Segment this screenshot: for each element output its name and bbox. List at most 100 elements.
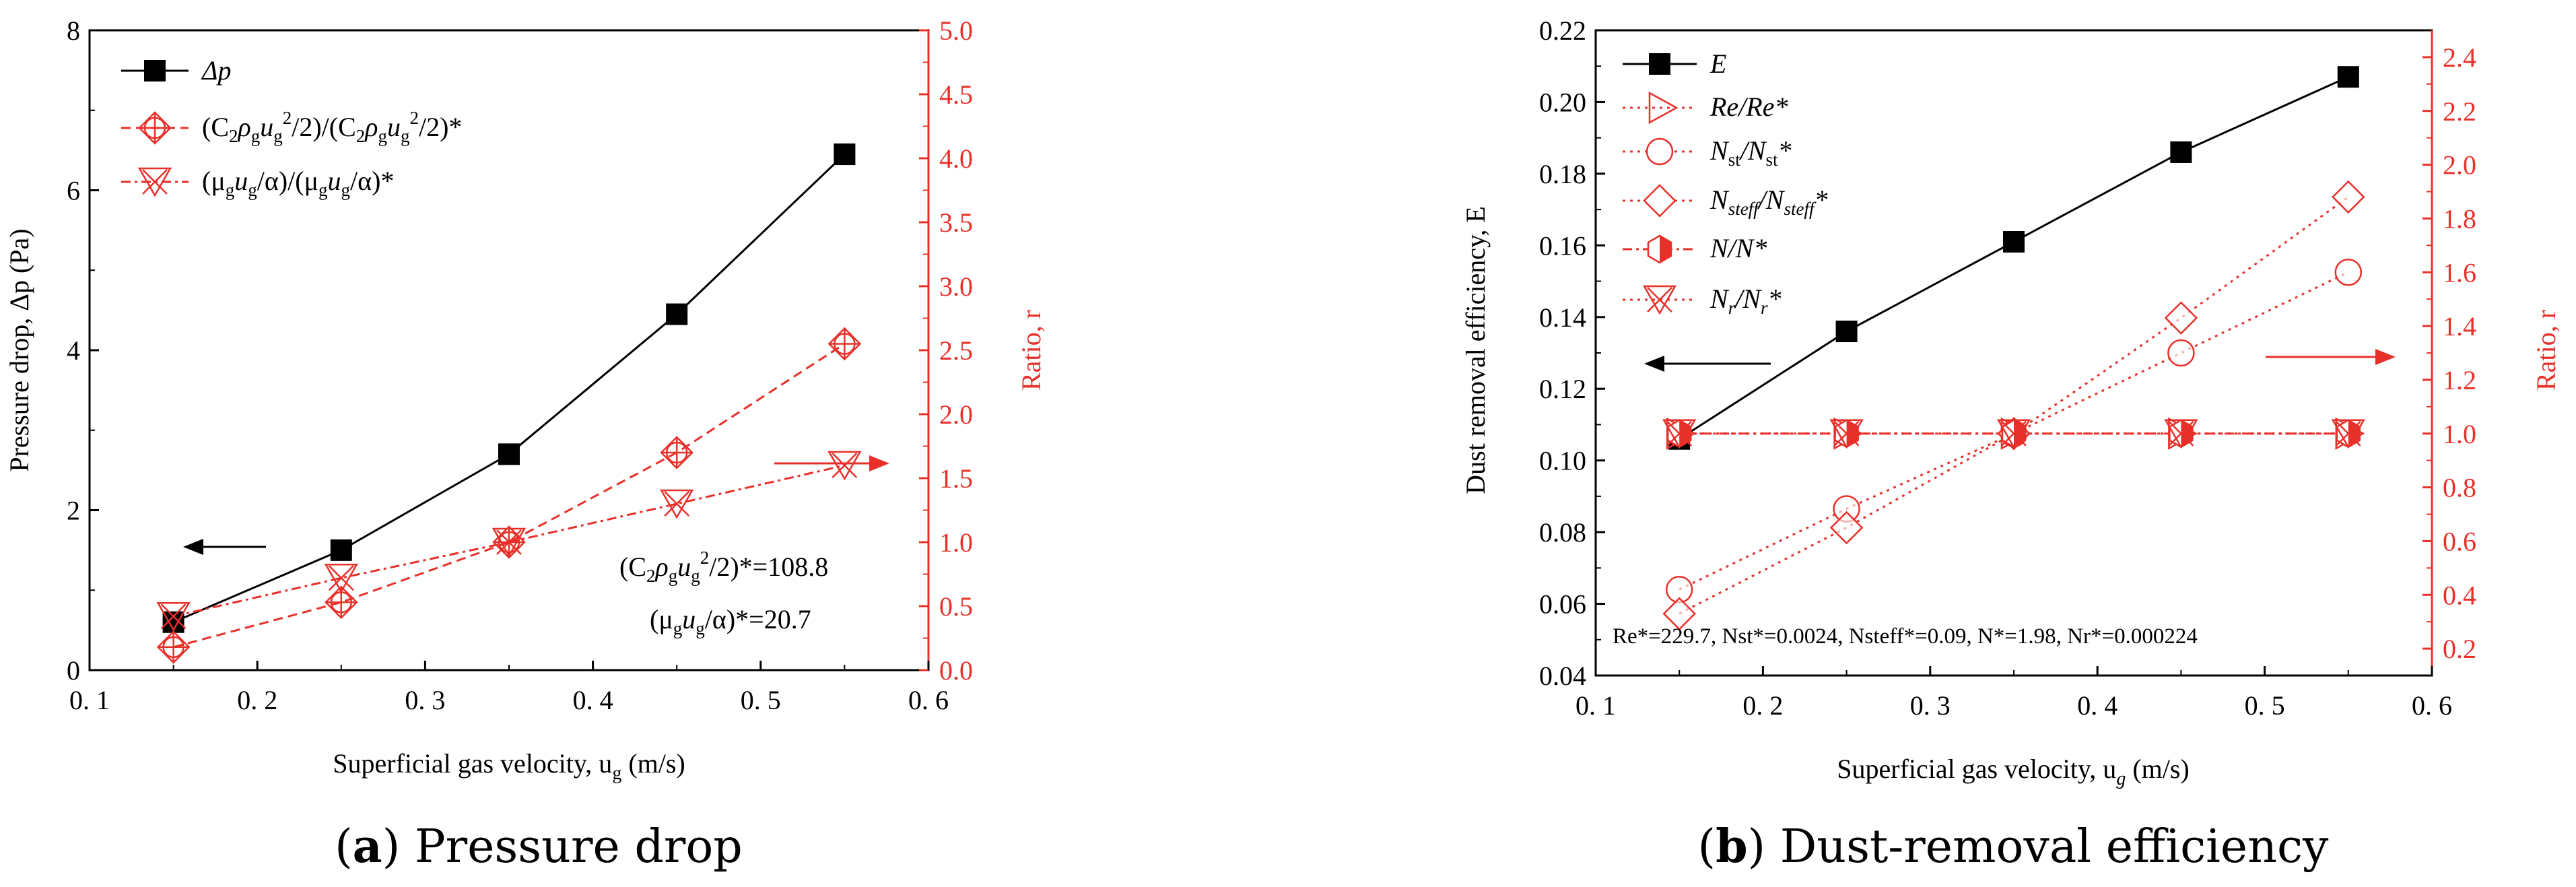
panel-a-ticks: 0. 1 0. 2 0. 3 0. 4 0. 5 0. 6 0 2 4 6 8 0.0 0.5 1.0 1.… [67,15,973,715]
panel-a-series-2-point-1 [324,563,358,593]
panel-b-ytick-right-label-3: 0.8 [2443,473,2476,503]
panel-a-ytick-right-label-4: 2.0 [939,399,973,430]
panel-b-xtick-label-0: 0. 1 [1575,690,1616,721]
panel-b-ylabel-right: Ratio, r [2531,310,2561,391]
legend-label-nr: Nr/Nr* [1709,284,1782,318]
legend-marker-dp [144,60,166,81]
panel-a-ytick-left-label-1: 2 [67,496,80,526]
panel-a-ytick-right-label-3: 1.5 [939,463,973,494]
panel-b-series-3-point-1 [1829,511,1864,545]
legend-marker-nr [1642,285,1677,315]
panel-b-ytick-right-label-7: 1.6 [2443,257,2476,288]
panel-b-ytick-right-label-9: 2.0 [2443,150,2476,180]
panel-a-annotation-line2: (μgug/α)*=20.7 [650,604,811,638]
panel-a-legend: Δp (C2ρgug2/2)/(C2ρgug2/2)* (μgug/α)/(μg… [121,55,462,200]
panel-b-ytick-right-label-0: 0.2 [2443,634,2476,664]
panel-a-ytick-left-label-3: 6 [67,176,80,206]
panel-b-xtick-label-5: 0. 6 [2412,690,2452,721]
panel-b-ytick-right-label-10: 2.2 [2443,96,2476,127]
panel-b-series-3-point-3 [2164,301,2198,335]
panel-a-ytick-right-label-8: 4.0 [939,143,973,174]
panel-a-xlabel-main: Superficial gas velocity, u [333,748,612,779]
legend-label-n: N/N* [1709,233,1767,263]
panel-a-ytick-left-label-2: 4 [67,335,80,366]
panel-b-ytick-right-label-6: 1.4 [2443,311,2476,341]
panel-b-xlabel-tail: (m/s) [2126,754,2189,784]
panel-b-ytick-left-label-0: 0.04 [1539,661,1586,691]
panel-a-series-0-point-2 [498,443,520,465]
panel-b-legend: E Re/Re* Nst/Nst* Nsteff/Nsteff* N/N* [1623,48,1827,318]
legend-marker-e [1649,53,1670,75]
panel-a-xlabel-tail: (m/s) [621,748,685,779]
panel-b-series-0-point-1 [1835,321,1858,343]
panel-a-xtick-label-3: 0. 4 [573,685,613,715]
panel-a-ytick-right-label-5: 2.5 [939,335,973,366]
panel-a-xtick-label-0: 0. 1 [69,685,110,715]
panel-a-ytick-right-label-2: 1.0 [939,527,973,558]
panel-b-ytick-right-label-5: 1.2 [2443,365,2476,395]
panel-a-xlabel-sub: g [612,763,621,784]
panel-b-series-5-point-2 [1996,419,2031,449]
legend-label-nst: Nst/Nst* [1709,135,1792,170]
panel-b-series-0-point-2 [2003,231,2025,253]
panel-a-ytick-right-label-9: 4.5 [939,79,973,110]
panel-b-series-5-point-0 [1662,419,1697,449]
panel-b-series-3-point-0 [1662,597,1696,630]
legend-label-dp: Δp [201,55,231,86]
panel-b-series-line-2 [1679,271,2349,591]
panel-b-ytick-left-label-9: 0.22 [1539,15,1586,46]
panel-b-caption: (b) Dust-removal efficiency [1698,820,2329,874]
panel-b-ytick-right-label-8: 1.8 [2443,203,2476,234]
panel-b-series-2-point-3 [2167,339,2195,367]
panel-a-xtick-label-5: 0. 6 [908,685,949,715]
panel-a-xtick-label-2: 0. 3 [405,685,445,715]
panel-a-series-1-point-4 [827,327,862,361]
legend-label-re: Re/Re* [1709,92,1788,122]
legend-marker-nsteff [1643,184,1676,218]
panel-b-series-5-point-1 [1829,419,1864,449]
panel-a-series-2-point-3 [660,489,694,519]
panel-b-ylabel-left: Dust removal efficiency, E [1460,206,1491,494]
panel-b: 0. 1 0. 2 0. 3 0. 4 0. 5 0. 6 0.04 0.06 0.08 0.10… [1460,15,2561,874]
panel-b-series-5-point-4 [2331,419,2365,449]
panel-a-series-0-point-3 [666,303,688,325]
panel-b-annotation: Re*=229.7, Nst*=0.0024, Nsteff*=0.09, N*… [1613,624,2198,649]
panel-b-ytick-left-label-8: 0.20 [1539,87,1586,117]
panel-a-series-0-point-1 [330,539,352,561]
panel-b-ticks: 0. 1 0. 2 0. 3 0. 4 0. 5 0. 6 0.04 0.06 0.08 0.10… [1539,15,2476,721]
legend-marker-nst [1646,137,1674,166]
panel-a-ytick-left-label-4: 8 [67,15,80,46]
legend-marker-drag [138,111,172,145]
panel-b-xtick-label-2: 0. 3 [1910,690,1951,721]
legend-label-e: E [1709,48,1726,79]
panel-a-series-1-point-3 [660,436,693,469]
panel-a: 0. 1 0. 2 0. 3 0. 4 0. 5 0. 6 0 2 4 6 8 0.0 0.5 1.0 1.… [4,15,1046,874]
panel-a-ytick-right-label-1: 0.5 [939,591,973,622]
panel-a-ytick-right-label-0: 0.0 [939,655,973,686]
panel-a-ylabel-left: Pressure drop, Δp (Pa) [4,228,34,471]
panel-b-xtick-label-4: 0. 5 [2245,690,2285,721]
panel-a-series-0-point-4 [834,143,856,166]
panel-b-xlabel: Superficial gas velocity, ug (m/s) [1837,754,2190,789]
panel-b-series-5-point-3 [2164,419,2198,449]
panel-a-series-line-1 [173,343,846,649]
panel-b-series-2-point-4 [2334,259,2363,286]
panel-a-series-2-point-2 [492,527,527,558]
panel-a-xlabel: Superficial gas velocity, ug (m/s) [333,748,685,784]
panel-a-series-2-point-0 [156,601,191,632]
panel-b-ytick-left-label-6: 0.16 [1539,230,1586,261]
legend-label-nsteff: Nsteff/Nsteff* [1709,185,1827,219]
panel-a-xtick-label-1: 0. 2 [237,685,277,715]
panel-b-series-0-point-3 [2170,141,2192,163]
panel-b-ytick-right-label-11: 2.4 [2443,42,2476,73]
panel-a-caption: (a) Pressure drop [335,820,743,874]
panel-b-plot-frame [1594,29,2433,677]
legend-marker-n [1647,234,1672,264]
panel-b-xlabel-main: Superficial gas velocity, u [1837,754,2116,784]
panel-b-series-0-point-4 [2337,66,2359,88]
legend-label-visc: (μgug/α)/(μgug/α)* [202,166,394,200]
panel-a-ytick-right-label-6: 3.0 [939,271,973,302]
panel-a-series-2-point-4 [827,451,862,481]
